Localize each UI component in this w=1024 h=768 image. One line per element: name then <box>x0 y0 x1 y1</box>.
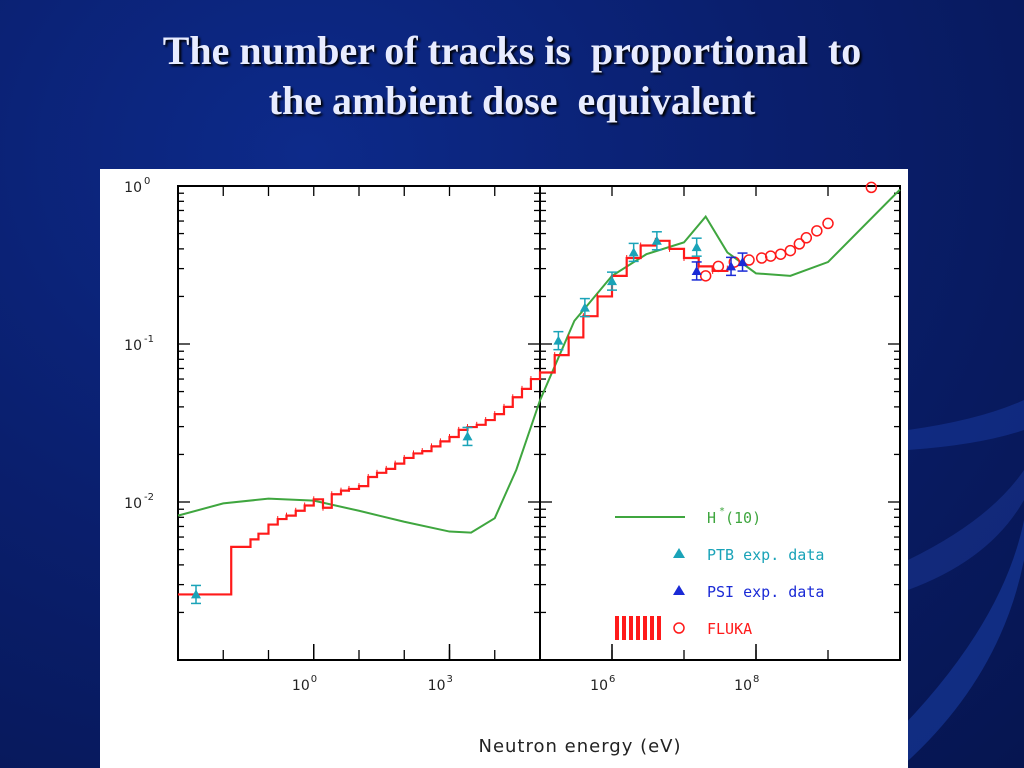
legend-fluka-swatch <box>622 616 626 640</box>
slide-title-line2: the ambient dose equivalent <box>268 78 756 123</box>
ptb-data-point <box>553 335 564 345</box>
psi-data-point <box>737 257 748 267</box>
legend-fluka-swatch <box>643 616 647 640</box>
slide-title-line1: The number of tracks is proportional to <box>162 28 862 73</box>
right-panel-frame <box>539 185 901 661</box>
legend-ptb-label: PTB exp. data <box>707 546 824 564</box>
legend-h10-rest: (10) <box>725 509 761 527</box>
fluka-circle-point <box>712 260 725 273</box>
ptb-data-point <box>628 247 639 257</box>
x-tick-label: 10 <box>292 678 310 694</box>
fluka-circle-point <box>800 232 813 244</box>
fluka-circle-point <box>811 225 823 237</box>
y-tick-label-exponent: -2 <box>144 492 154 503</box>
series-fluka-histogram <box>178 239 729 596</box>
psi-data-point <box>691 265 702 275</box>
legend-h10-sup: * <box>719 506 725 517</box>
ptb-data-point <box>191 589 202 599</box>
y-tick-label: 10 <box>124 496 142 512</box>
x-tick-label-exponent: 8 <box>753 674 759 685</box>
fluka-circle-point <box>793 238 806 250</box>
legend-h10-label: H <box>707 509 716 527</box>
x-tick-label-exponent: 6 <box>609 674 615 685</box>
legend-psi-label: PSI exp. data <box>707 583 824 601</box>
x-axis-label: Neutron energy (eV) <box>478 736 681 757</box>
ptb-data-point <box>462 431 473 441</box>
legend-fluka-swatch <box>657 616 661 640</box>
legend-fluka-swatch <box>615 616 619 640</box>
legend-fluka-swatch <box>650 616 654 640</box>
fluka-circle-point <box>774 248 787 260</box>
legend-ptb-swatch <box>673 548 685 558</box>
slide-title: The number of tracks is proportional to … <box>0 26 1024 126</box>
ptb-data-point <box>651 235 662 245</box>
fluka-circle-point <box>699 270 712 282</box>
psi-data-point <box>726 261 737 271</box>
legend-psi-swatch <box>673 585 685 595</box>
legend-fluka-circle <box>673 622 685 634</box>
series-h10-line <box>177 188 901 534</box>
y-tick-label: 10 <box>124 180 142 196</box>
fluka-circle-point <box>865 181 878 194</box>
y-tick-label-exponent: -1 <box>144 334 154 345</box>
legend-fluka-swatch <box>636 616 640 640</box>
ptb-data-point <box>691 242 702 252</box>
fluka-circle-point <box>764 250 777 262</box>
legend-fluka-label: FLUKA <box>707 620 752 638</box>
ptb-data-point <box>607 276 617 286</box>
y-tick-label-exponent: 0 <box>144 176 150 187</box>
y-tick-label: 10 <box>124 338 142 354</box>
chart-panel: 10 0 10 -1 10 -2 10 0 10 3 10 6 10 8 Neutron energy (e… <box>100 169 908 768</box>
x-tick-label-exponent: 3 <box>447 674 453 685</box>
x-tick-label: 10 <box>590 678 608 694</box>
x-tick-label-exponent: 0 <box>311 674 317 685</box>
x-tick-label: 10 <box>734 678 752 694</box>
legend-fluka-swatch <box>629 616 633 640</box>
x-tick-label: 10 <box>428 678 446 694</box>
ptb-data-point <box>579 302 590 312</box>
fluka-circle-point <box>784 244 797 257</box>
fluka-circle-point <box>822 217 834 230</box>
